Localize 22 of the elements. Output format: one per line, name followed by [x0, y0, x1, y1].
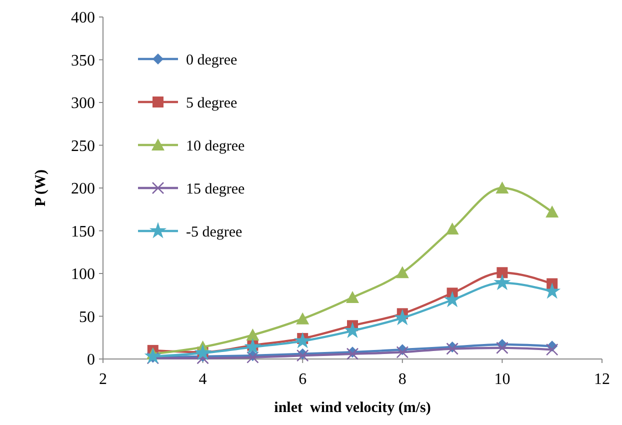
y-tick-label: 50 [79, 308, 95, 326]
x-tick-label: 6 [298, 371, 307, 388]
y-axis-title: P (W) [33, 169, 49, 207]
y-tick-label: 150 [71, 223, 95, 240]
legend-label: 5 degree [186, 95, 238, 112]
y-tick-label: 350 [71, 52, 95, 70]
x-tick-label: 4 [198, 371, 207, 388]
y-tick-label: 0 [87, 352, 95, 369]
legend-label: -5 degree [186, 224, 243, 240]
x-tick-label: 10 [494, 371, 510, 388]
y-tick-label: 100 [71, 266, 95, 284]
legend-label: 10 degree [186, 138, 246, 154]
x-axis-title: inlet wind velocity (m/s) [274, 400, 431, 416]
legend-label: 0 degree [186, 52, 238, 68]
y-tick-label: 300 [71, 95, 95, 112]
y-tick-label: 200 [71, 180, 95, 198]
x-tick-label: 2 [99, 371, 107, 388]
y-tick-label: 250 [71, 138, 95, 155]
legend-label: 15 degree [186, 181, 246, 198]
x-tick-label: 8 [398, 371, 406, 388]
y-tick-label: 400 [71, 10, 95, 27]
x-tick-label: 12 [594, 371, 610, 388]
